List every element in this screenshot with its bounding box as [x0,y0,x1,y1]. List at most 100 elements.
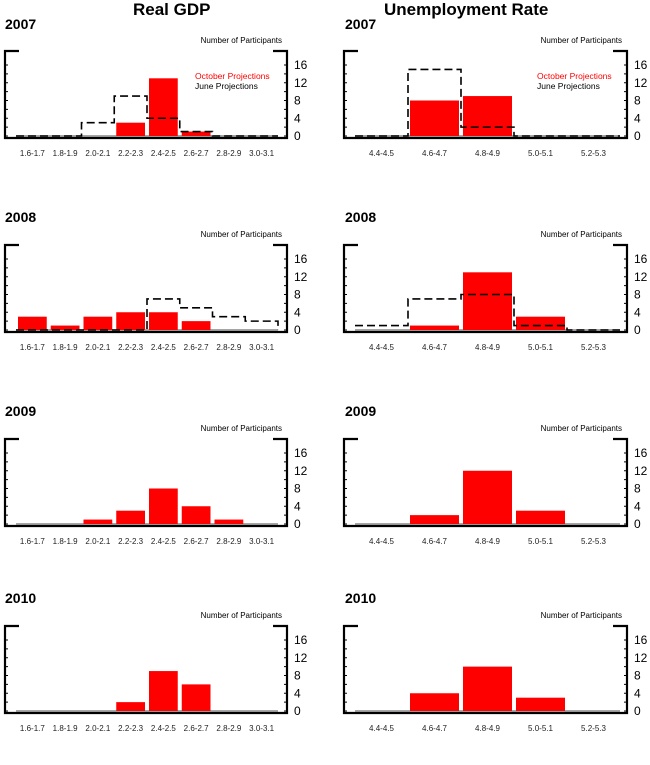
x-tick-label: 4.8-4.9 [475,149,500,158]
x-tick-label: 5.2-5.3 [581,537,606,546]
bar-october-4.8-4.9 [463,470,512,524]
y-tick-label: 8 [634,482,641,496]
y-tick-label: 12 [634,651,648,665]
x-tick-label: 4.6-4.7 [422,537,447,546]
y-tick-label: 8 [634,669,641,683]
x-tick-label: 2.0-2.1 [85,149,110,158]
y-tick-label: 0 [634,129,641,143]
y-tick-label: 4 [634,499,641,513]
bar-october-2.4-2.5 [149,78,178,136]
chart-panel-unemployment-2008: 2008 Number of Participants 16 12 8 4 0 4.4-4.5… [325,199,650,384]
x-tick-label: 3.0-3.1 [249,537,274,546]
x-tick-label: 4.6-4.7 [422,149,447,158]
legend-june: June Projections [537,81,600,91]
chart-panel-gdp-2007: 2007 Number of Participants 16 12 8 4 0 1.6-1.7… [0,5,325,190]
x-tick-label: 2.8-2.9 [216,537,241,546]
y-tick-label: 8 [294,669,301,683]
y-axis-label: Number of Participants [541,611,622,620]
x-tick-label: 1.8-1.9 [53,343,78,352]
x-tick-label: 2.2-2.3 [118,343,143,352]
panel-year: 2007 [345,16,377,32]
plot-frame [342,437,629,528]
plot-frame [342,243,629,334]
x-tick-label: 2.6-2.7 [184,724,209,733]
y-tick-label: 12 [634,270,648,284]
y-tick-label: 12 [294,651,308,665]
chart-svg: Number of Participants 16 12 8 4 0 4.4-4.5 4.6-… [342,424,648,546]
x-tick-label: 2.4-2.5 [151,149,176,158]
chart-panel-unemployment-2010: 2010 Number of Participants 16 12 8 4 0 4.4-4.5… [325,580,650,765]
x-tick-label: 4.8-4.9 [475,537,500,546]
y-tick-label: 0 [634,704,641,718]
x-tick-label: 4.6-4.7 [422,343,447,352]
bar-october-2.6-2.7 [181,684,211,711]
x-tick-label: 2.6-2.7 [184,537,209,546]
chart-svg: Number of Participants 16 12 8 4 0 1.6-1.7 1.8-… [3,36,308,158]
y-tick-label: 4 [634,111,641,125]
y-tick-label: 0 [634,517,641,531]
chart-svg: Number of Participants 16 12 8 4 0 1.6-1.7 1.8-… [3,424,308,546]
chart-svg: Number of Participants 16 12 8 4 0 4.4-4.5 4.6-… [342,36,648,158]
panel-year: 2009 [345,403,377,419]
bar-october-5.0-5.1 [516,697,565,711]
bar-october-2.2-2.3 [116,312,145,330]
y-tick-label: 16 [634,446,648,460]
bar-october-2.6-2.7 [181,506,211,524]
legend-october: October Projections [195,71,270,81]
panel-year: 2009 [5,403,37,419]
y-tick-label: 0 [634,323,641,337]
bar-october-2.8-2.9 [214,519,244,524]
x-tick-label: 4.4-4.5 [369,724,394,733]
plot-frame [342,49,629,140]
y-tick-label: 12 [634,76,648,90]
bar-october-4.6-4.7 [410,100,459,136]
x-tick-label: 2.2-2.3 [118,724,143,733]
y-axis-label: Number of Participants [541,424,622,433]
x-tick-label: 5.0-5.1 [528,724,553,733]
bar-october-2.0-2.1 [83,519,113,524]
bar-october-5.0-5.1 [516,510,565,524]
x-tick-label: 2.0-2.1 [85,343,110,352]
bar-october-4.6-4.7 [410,693,459,711]
y-tick-label: 4 [294,111,301,125]
y-axis-label: Number of Participants [201,424,282,433]
y-tick-label: 12 [634,464,648,478]
x-tick-label: 2.4-2.5 [151,724,176,733]
x-tick-label: 3.0-3.1 [249,724,274,733]
legend-october: October Projections [537,71,612,81]
y-tick-label: 16 [294,252,308,266]
x-tick-label: 4.4-4.5 [369,343,394,352]
x-tick-label: 1.6-1.7 [20,537,45,546]
bar-october-2.4-2.5 [149,488,178,524]
y-tick-label: 12 [294,270,308,284]
x-tick-label: 2.0-2.1 [85,537,110,546]
y-tick-label: 16 [294,58,308,72]
x-tick-label: 3.0-3.1 [249,343,274,352]
x-tick-label: 4.4-4.5 [369,537,394,546]
bar-october-4.6-4.7 [410,515,459,524]
column-title-unemployment-rate: Unemployment Rate [384,0,549,19]
bar-october-2.0-2.1 [83,316,113,330]
bar-october-4.8-4.9 [463,272,512,330]
chart-panel-gdp-2008: 2008 Number of Participants 16 12 8 4 0 1.6-1.7… [0,199,325,384]
plot-frame [3,49,289,140]
y-axis-label: Number of Participants [201,611,282,620]
x-tick-label: 2.0-2.1 [85,724,110,733]
plot-frame [3,624,289,715]
june-projections-step-line [355,293,620,331]
june-projections-step-line [16,95,278,137]
x-tick-label: 2.6-2.7 [184,149,209,158]
bar-october-4.8-4.9 [463,666,512,711]
x-tick-label: 2.4-2.5 [151,537,176,546]
bar-october-2.2-2.3 [116,510,145,524]
y-tick-label: 16 [294,633,308,647]
bar-october-1.8-1.9 [50,325,80,330]
x-tick-label: 2.8-2.9 [216,149,241,158]
bar-october-2.4-2.5 [149,671,178,711]
x-tick-label: 5.2-5.3 [581,724,606,733]
x-tick-label: 3.0-3.1 [249,149,274,158]
column-title-real-gdp: Real GDP [133,0,211,19]
y-tick-label: 4 [294,305,301,319]
x-tick-label: 5.0-5.1 [528,149,553,158]
x-tick-label: 4.4-4.5 [369,149,394,158]
